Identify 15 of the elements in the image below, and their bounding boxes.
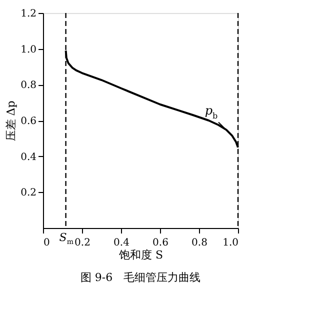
y-axis-title: 压差 Δp — [4, 100, 18, 142]
y-tick-label: 0.2 — [20, 188, 36, 199]
x-axis-title: 饱和度 S — [118, 248, 164, 262]
y-tick-label: 1.0 — [20, 44, 36, 56]
caption: 图 9-6 毛细管压力曲线 — [80, 271, 201, 284]
y-tick-label: 0.6 — [20, 116, 36, 127]
x-tick-label: 1.0 — [222, 238, 238, 248]
y-tick-label: 1.2 — [20, 8, 36, 20]
x-tick-label: 0.2 — [74, 238, 90, 248]
x-tick-label: 0.4 — [114, 238, 130, 248]
x-tick-label: 0.8 — [192, 238, 208, 248]
x-tick-label: 0.6 — [152, 238, 168, 248]
y-tick-label: 0.4 — [20, 152, 36, 163]
y-tick-label: 0.8 — [20, 80, 36, 92]
x-tick-label: 0 — [44, 238, 50, 248]
